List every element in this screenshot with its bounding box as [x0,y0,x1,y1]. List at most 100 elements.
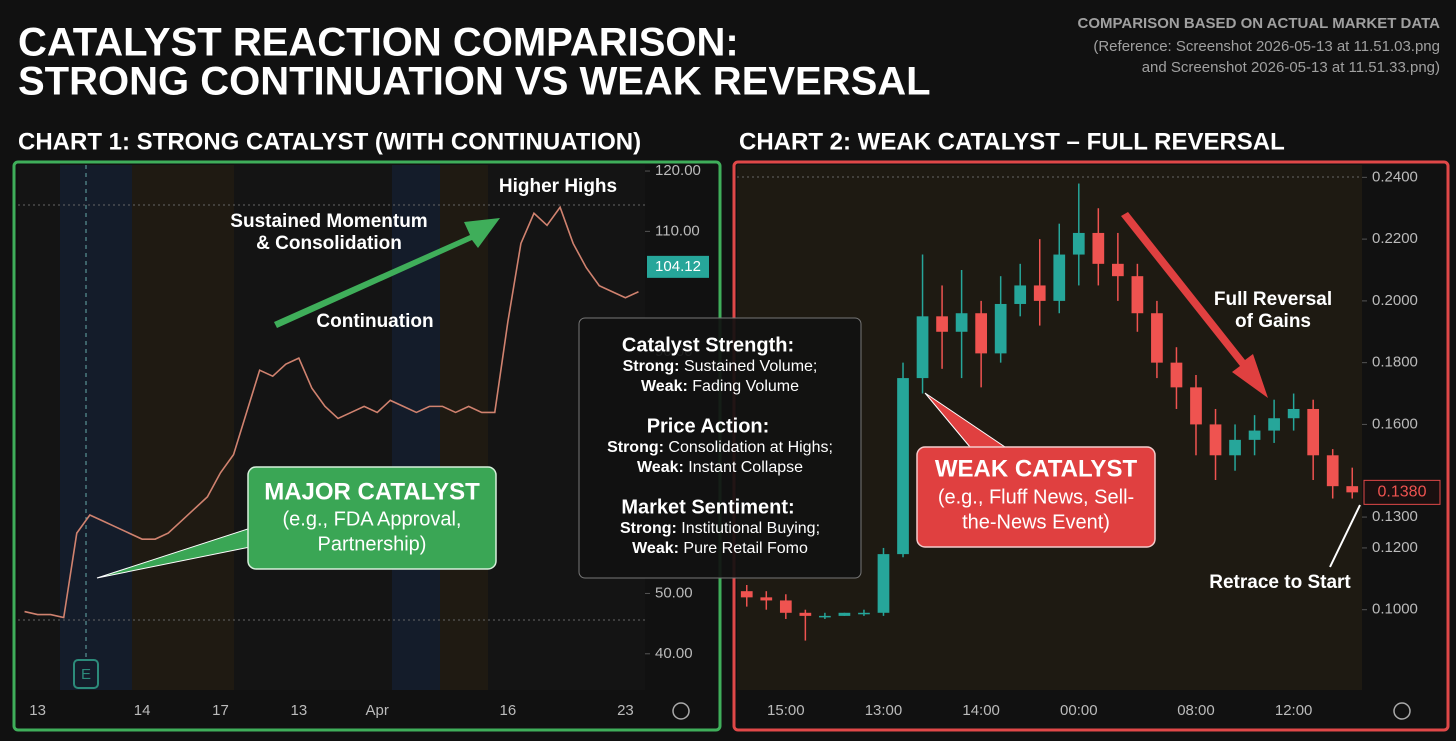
x-tick-label: 12:00 [1275,702,1313,719]
y-tick-label: 110.00 [655,222,700,239]
x-tick-label: Apr [366,702,389,719]
text: Sustained Volume; [680,358,818,375]
label: Weak: [632,540,679,557]
label: Strong: [623,358,680,375]
title: STRONG CONTINUATION VS WEAK REVERSAL [18,60,931,104]
callout-text: the-News Event) [962,511,1110,533]
section-heading: Catalyst Strength: [622,334,794,356]
annotation: Higher Highs [499,176,617,197]
candle-body [1151,313,1163,363]
candle-body [1268,418,1280,431]
y-tick-label: 0.1000 [1372,601,1418,618]
candle-body [877,554,890,613]
text: Consolidation at Highs; [664,439,833,456]
candle-body [916,316,929,379]
chart-title: CHART 2: WEAK CATALYST – FULL REVERSAL [739,128,1285,155]
label: Strong: [607,439,664,456]
y-tick-label: 120.00 [655,162,701,179]
candle-body [1112,263,1124,277]
candle-body [1033,285,1046,301]
callout-red: WEAK CATALYST (e.g., Fluff News, Sell- t… [916,392,1156,548]
callout-green: MAJOR CATALYST (e.g., FDA Approval, Part… [96,466,497,579]
candle-body [1346,486,1359,493]
y-tick-label: 0.2000 [1372,292,1418,309]
candle-body [936,316,948,332]
x-tick-label: 13:00 [865,702,903,719]
x-tick-label: 00:00 [1060,702,1098,719]
label: Weak: [637,459,684,476]
y-tick-label: 0.1200 [1372,539,1418,556]
text: Pure Retail Fomo [679,540,808,557]
candle-body [740,591,753,598]
label: Strong: [620,520,677,537]
candle-body [1209,424,1222,456]
comparison: Catalyst Strength: Strong: Sustained Volu… [607,334,833,557]
text: Fading Volume [688,378,799,395]
chart1-bg [18,165,645,690]
marks: 120.00110.0090.0050.0040.0013141713Apr16… [24,162,1441,719]
text: Institutional Buying; [677,520,820,537]
last-price: 0.1380 [1378,484,1427,501]
x-tick-label: 13 [29,702,46,719]
candle-body [799,612,812,616]
candle-body [1307,408,1320,456]
candle-body [955,313,968,332]
title: CATALYST REACTION COMPARISON: [18,21,739,65]
arrows [73,212,1411,720]
price-line [24,205,639,619]
candle-body [760,597,773,601]
section-heading: Price Action: [647,415,770,437]
candle-body [1131,276,1144,314]
section-line: Strong: Consolidation at Highs; [607,439,833,456]
note: COMPARISON BASED ON ACTUAL MARKET DATA [1078,15,1441,32]
note: and Screenshot 2026-05-13 at 11.51.33.pn… [1142,59,1440,76]
x-tick-label: 16 [500,702,517,719]
section-line: Weak: Instant Collapse [637,459,803,476]
annotation: Retrace to Start [1209,572,1351,593]
callout-text: (e.g., Fluff News, Sell- [938,486,1134,508]
label: Weak: [641,378,688,395]
candle-body [1287,408,1300,419]
callout-text: Partnership) [318,533,427,555]
candle-body [897,378,909,555]
callout-title: WEAK CATALYST [935,455,1138,482]
x-tick-label: 17 [212,702,229,719]
candle-body [994,303,1007,354]
last-price: 104.12 [655,258,701,275]
event-marker: E [81,666,91,683]
chart-title: CHART 1: STRONG CATALYST (WITH CONTINUAT… [18,128,641,155]
y-tick-label: 50.00 [655,584,693,601]
candle-body [1248,430,1261,440]
callout-text: (e.g., FDA Approval, [283,508,462,530]
note: (Reference: Screenshot 2026-05-13 at 11.… [1093,38,1440,55]
x-tick-label: 08:00 [1177,702,1215,719]
last-price-badge [647,255,709,278]
candle-body [1092,232,1105,264]
x-tick-label: 15:00 [767,702,805,719]
annotation: Continuation [316,311,433,332]
candle-body [1229,439,1241,456]
annotation: & Consolidation [256,233,402,254]
annotation: Full Reversal [1214,289,1332,310]
section-heading: Market Sentiment: [621,496,794,518]
y-tick-label: 0.1300 [1372,508,1418,525]
x-tick-label: 23 [617,702,634,719]
annotation: of Gains [1235,311,1311,332]
candle-body [1326,455,1339,487]
y-tick-label: 0.2200 [1372,230,1418,247]
x-tick-label: 14:00 [962,702,1000,719]
candle-body [1053,254,1066,301]
last-price-badge [1363,479,1441,505]
candle-body [975,313,987,354]
section-line: Strong: Sustained Volume; [623,358,818,375]
comparison-box [578,317,862,579]
section-line: Strong: Institutional Buying; [620,520,820,537]
candle-body [779,600,792,613]
section-line: Weak: Fading Volume [641,378,799,395]
y-tick-label: 0.1600 [1372,415,1418,432]
candle-body [819,615,831,618]
candle-body [858,612,870,615]
candle-body [1072,232,1085,255]
candle-body [1190,387,1202,425]
